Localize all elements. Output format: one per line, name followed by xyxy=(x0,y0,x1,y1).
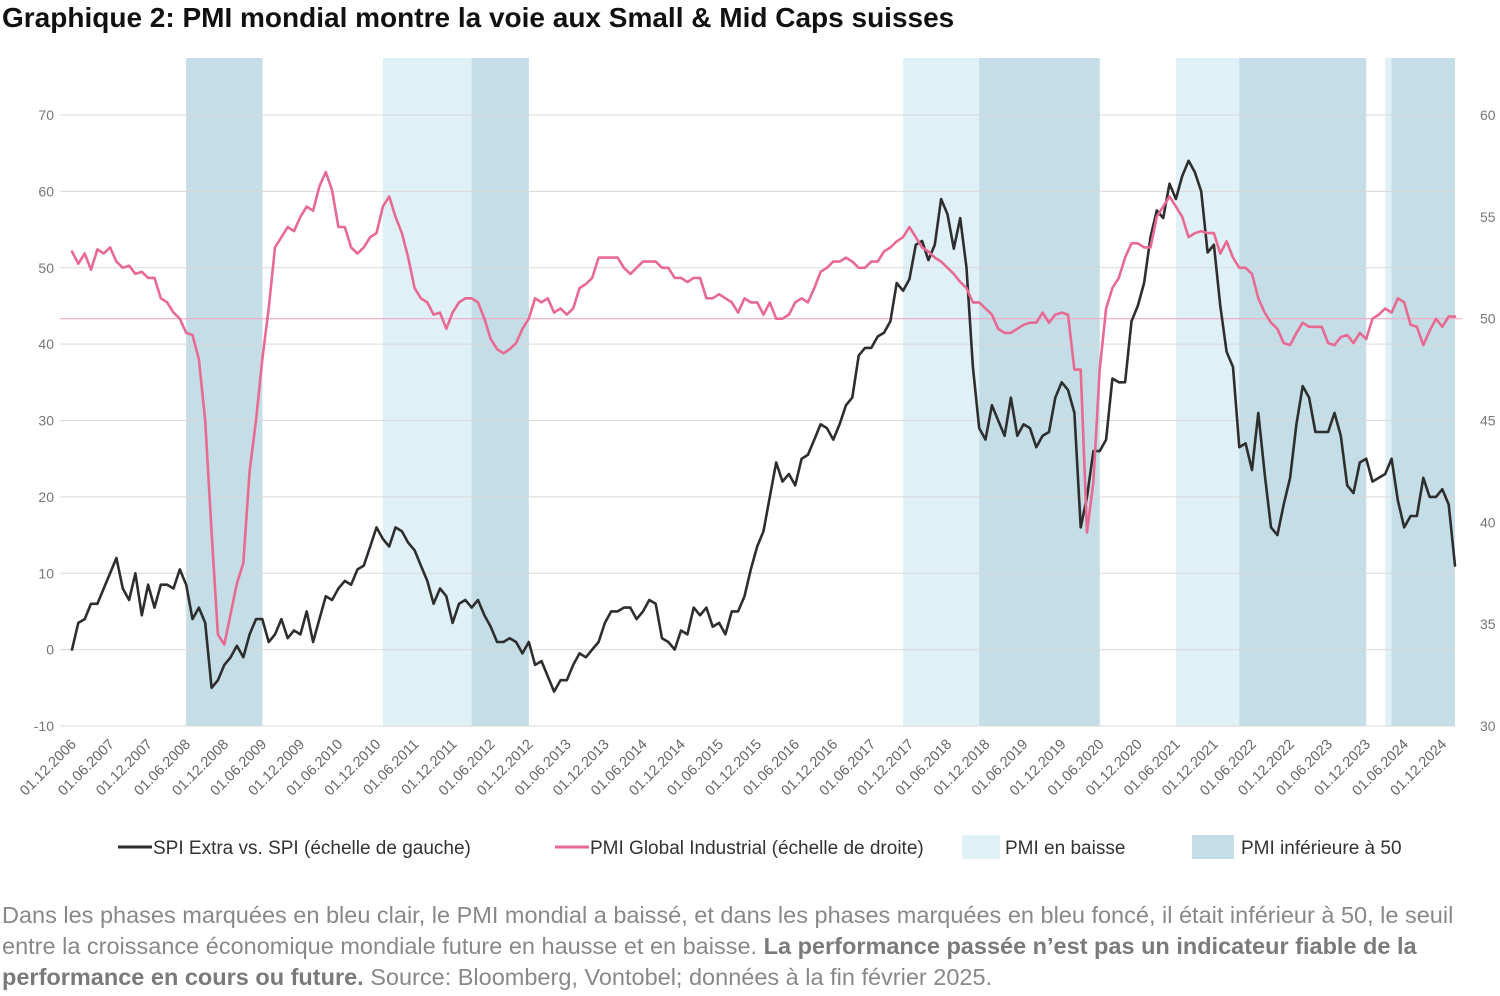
gridlines xyxy=(60,114,1455,727)
y-right-tick-label: 60 xyxy=(1480,107,1496,123)
legend-label-pmi-below-50: PMI inférieure à 50 xyxy=(1241,838,1402,859)
chart-title: Graphique 2: PMI mondial montre la voie … xyxy=(2,2,955,33)
y-left-tick-label: 30 xyxy=(38,413,54,429)
caption-disclaimer: La performance passée n’est pas un indic… xyxy=(2,933,1417,990)
caption-source: Source: Bloomberg, Vontobel; données à l… xyxy=(363,964,993,990)
legend-label-spi: SPI Extra vs. SPI (échelle de gauche) xyxy=(153,838,471,859)
shaded-bands xyxy=(186,58,1455,726)
y-left-tick-label: -10 xyxy=(34,718,54,734)
y-left-tick-label: 0 xyxy=(46,642,54,658)
y-axis-left: -10 0 10 20 30 40 50 60 70 xyxy=(34,107,54,734)
band-pmi-below-50 xyxy=(186,58,263,726)
legend-box-pmi-falling xyxy=(962,835,1000,859)
y-left-tick-label: 10 xyxy=(38,565,54,581)
y-right-tick-label: 55 xyxy=(1480,209,1496,225)
y-right-tick-label: 40 xyxy=(1480,514,1496,530)
caption-text: Dans les phases marquées en bleu clair, … xyxy=(2,902,1454,959)
y-left-tick-label: 20 xyxy=(38,489,54,505)
y-right-tick-label: 45 xyxy=(1480,413,1496,429)
chart: -10 0 10 20 30 40 50 60 70 30 35 40 45 50 55 60 01.12.… xyxy=(17,58,1496,859)
y-right-tick-label: 35 xyxy=(1480,616,1496,632)
band-pmi-below-50 xyxy=(1391,58,1455,726)
band-pmi-below-50 xyxy=(979,58,1100,726)
legend-label-pmi: PMI Global Industrial (échelle de droite… xyxy=(590,838,924,859)
y-right-tick-label: 50 xyxy=(1480,311,1496,327)
legend-box-pmi-below-50 xyxy=(1192,835,1234,859)
legend: SPI Extra vs. SPI (échelle de gauche) PMI… xyxy=(118,835,1402,859)
y-axis-right: 30 35 40 45 50 55 60 xyxy=(1480,107,1496,734)
chart-caption: Dans les phases marquées en bleu clair, … xyxy=(2,900,1492,993)
y-left-tick-label: 40 xyxy=(38,336,54,352)
series-lines xyxy=(70,159,1457,693)
y-right-tick-label: 30 xyxy=(1480,718,1496,734)
x-axis: 01.12.200601.06.200701.12.200701.06.2008… xyxy=(17,737,1450,800)
band-pmi-below-50 xyxy=(471,58,529,726)
y-left-tick-label: 60 xyxy=(38,183,54,199)
legend-label-pmi-falling: PMI en baisse xyxy=(1005,838,1125,859)
series-line-pmi-global xyxy=(70,170,1457,646)
y-left-tick-label: 50 xyxy=(38,260,54,276)
y-left-tick-label: 70 xyxy=(38,107,54,123)
series-line-spi-extra-vs-spi xyxy=(70,159,1457,693)
